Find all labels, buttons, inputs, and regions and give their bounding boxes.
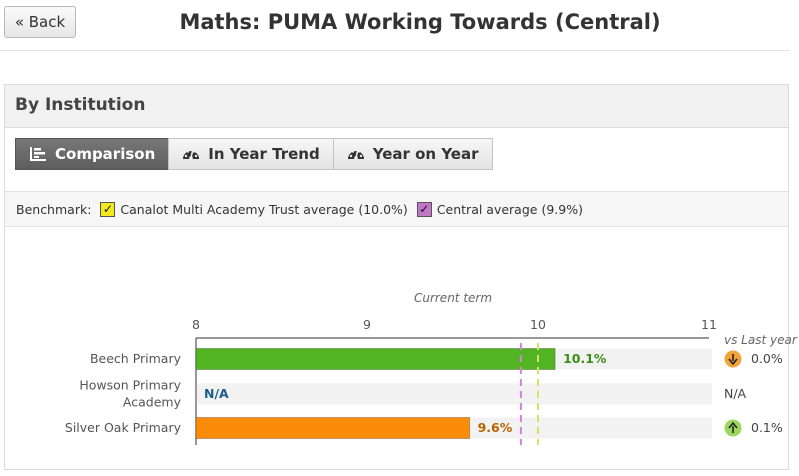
- benchmark-central-label: Central average (9.9%): [436, 201, 583, 217]
- institution-panel: By Institution Comparison In Year Trend …: [4, 84, 789, 470]
- arrow-down-icon-glyph: [728, 354, 738, 366]
- tab-comparison[interactable]: Comparison: [15, 138, 170, 170]
- benchmark-trust-label: Canalot Multi Academy Trust average (10.…: [120, 201, 408, 217]
- category-label: Beech Primary: [90, 351, 182, 366]
- tab-in-year-trend-label: In Year Trend: [208, 145, 320, 163]
- x-tick-label: 11: [701, 317, 717, 332]
- benchmark-central-checkbox[interactable]: ✓: [416, 201, 432, 217]
- comparison-header: vs Last year: [724, 333, 798, 347]
- data-label: 10.1%: [563, 351, 607, 366]
- title-divider: [0, 50, 790, 51]
- comparison-value: 0.0%: [751, 351, 783, 366]
- x-tick-label: 10: [530, 317, 546, 332]
- tab-year-on-year[interactable]: Year on Year: [332, 138, 493, 170]
- benchmark-bar: Benchmark: ✓ Canalot Multi Academy Trust…: [5, 191, 788, 227]
- page-title: Maths: PUMA Working Towards (Central): [179, 10, 661, 34]
- comparison-value: 0.1%: [751, 420, 783, 435]
- category-label: Silver Oak Primary: [65, 420, 182, 435]
- back-button[interactable]: « Back: [4, 6, 76, 38]
- gauge-icon: [182, 146, 200, 162]
- x-tick-label: 9: [363, 317, 371, 332]
- x-tick-label: 8: [192, 317, 200, 332]
- view-tabs: Comparison In Year Trend Year on Year: [15, 138, 493, 170]
- tab-in-year-trend[interactable]: In Year Trend: [168, 138, 334, 170]
- benchmark-label: Benchmark:: [16, 201, 92, 217]
- gauge-icon: [347, 146, 365, 162]
- panel-header: By Institution: [5, 85, 788, 128]
- x-axis-title: Current term: [414, 291, 492, 305]
- bar-track: [197, 383, 712, 405]
- tab-comparison-label: Comparison: [55, 145, 156, 163]
- benchmark-trust-checkbox[interactable]: ✓: [100, 201, 116, 217]
- category-label: Howson Primary: [79, 378, 181, 393]
- tab-year-on-year-label: Year on Year: [372, 145, 479, 163]
- arrow-up-icon-glyph: [728, 421, 738, 433]
- comparison-value: N/A: [724, 386, 747, 401]
- category-label: Academy: [123, 395, 182, 410]
- data-bar: [195, 417, 471, 439]
- bar-chart-icon: [29, 146, 47, 162]
- panel-title: By Institution: [15, 95, 146, 115]
- data-label: 9.6%: [478, 420, 513, 435]
- data-bar: [195, 348, 556, 370]
- data-label: N/A: [204, 386, 229, 401]
